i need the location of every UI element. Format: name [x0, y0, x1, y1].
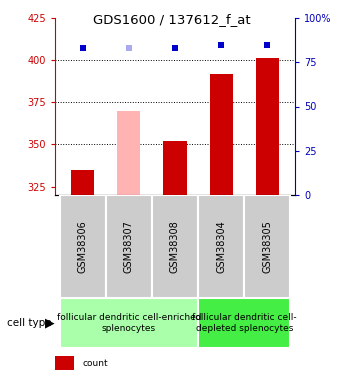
- Text: GSM38306: GSM38306: [78, 220, 88, 273]
- Text: follicular dendritic cell-
depleted splenocytes: follicular dendritic cell- depleted sple…: [192, 313, 297, 333]
- Text: GSM38307: GSM38307: [124, 220, 134, 273]
- Bar: [152, 195, 198, 298]
- Bar: [106, 195, 152, 298]
- Bar: [256, 58, 279, 195]
- Text: GDS1600 / 137612_f_at: GDS1600 / 137612_f_at: [93, 13, 250, 26]
- Text: ▶: ▶: [45, 316, 55, 330]
- Text: count: count: [82, 358, 108, 368]
- Text: cell type: cell type: [7, 318, 51, 328]
- Bar: [244, 195, 291, 298]
- Bar: [198, 298, 291, 348]
- Bar: [210, 74, 233, 195]
- Bar: [60, 195, 106, 298]
- Text: GSM38304: GSM38304: [216, 220, 226, 273]
- Bar: [60, 298, 198, 348]
- Bar: [164, 141, 187, 195]
- Text: GSM38308: GSM38308: [170, 220, 180, 273]
- Text: GSM38305: GSM38305: [262, 220, 272, 273]
- Bar: [71, 170, 94, 195]
- Text: follicular dendritic cell-enriched
splenocytes: follicular dendritic cell-enriched splen…: [57, 313, 201, 333]
- Bar: [117, 111, 140, 195]
- Bar: [198, 195, 244, 298]
